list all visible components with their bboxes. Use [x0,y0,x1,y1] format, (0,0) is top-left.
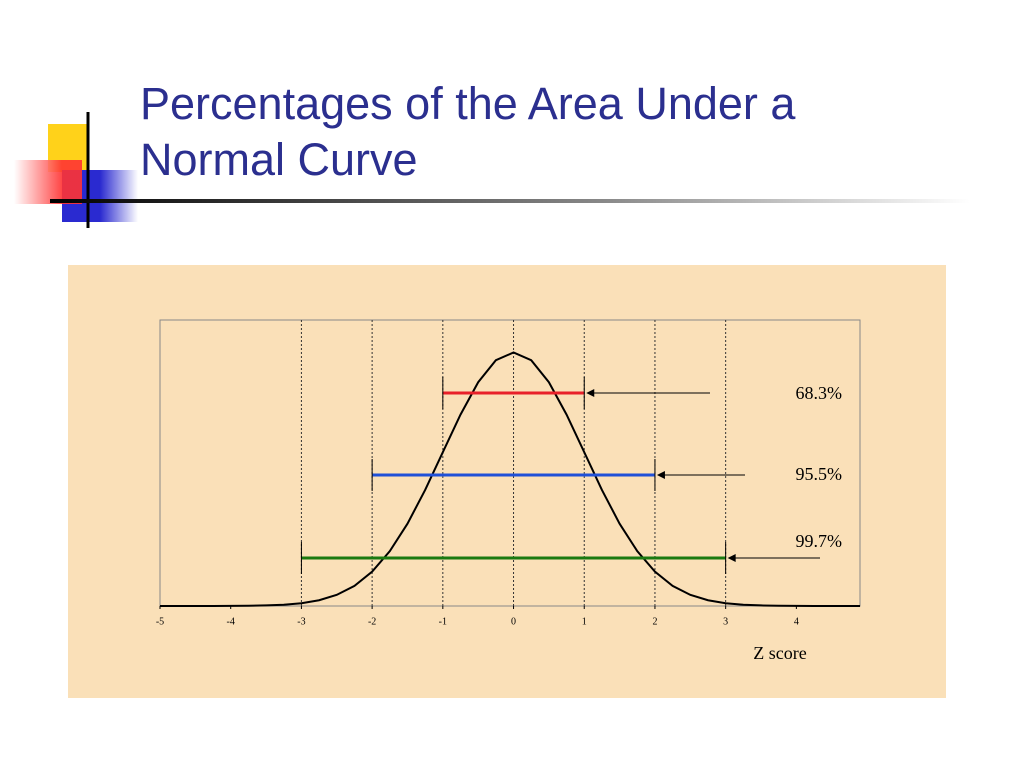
curve [160,351,860,607]
x-tick-label: -4 [227,616,235,627]
chart-background [68,265,946,698]
x-tick-label: 3 [723,616,728,627]
x-tick-label: -1 [439,616,447,627]
chart: -5 -4 -3 -2 -1 0 1 2 3 4 Z score 68.3% 95.5% 99.7% [156,320,860,663]
x-tick-label: -2 [368,616,376,627]
x-tick-label: 1 [582,616,587,627]
deco-square [14,160,82,204]
title-rule [50,199,970,203]
interval-label: 68.3% [796,383,843,403]
x-tick-label: 4 [794,616,799,627]
arrow-head [656,471,665,479]
x-axis-label: Z score [753,643,806,663]
slide-title: Percentages of the Area Under a Normal C… [140,78,796,185]
arrow-head [727,554,736,562]
interval-label: 99.7% [796,531,843,551]
x-tick-label: 2 [652,616,657,627]
x-tick-label: -3 [297,616,305,627]
plot-frame [159,319,861,607]
x-tick-label: -5 [156,616,164,627]
arrow-head [586,389,595,397]
x-tick-label: 0 [511,616,516,627]
interval-label: 95.5% [796,464,843,484]
